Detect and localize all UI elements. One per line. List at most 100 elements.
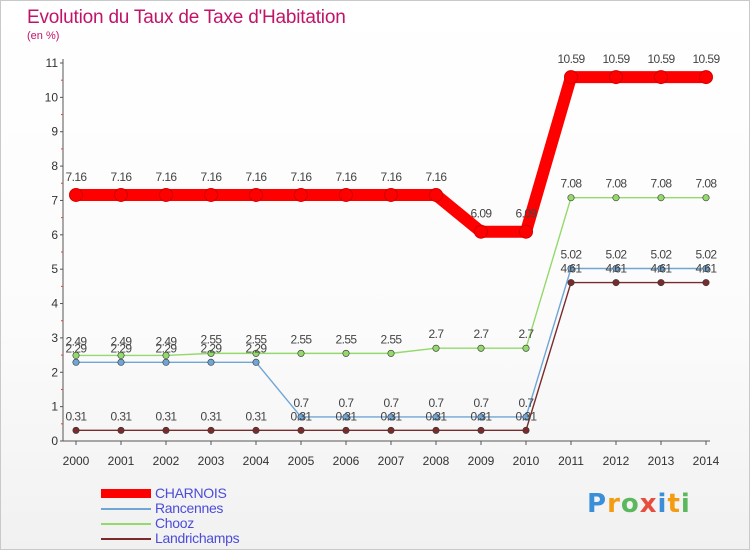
- data-label: 7.08: [651, 177, 673, 191]
- data-label: 0.31: [66, 409, 88, 423]
- data-point: [387, 413, 395, 421]
- legend-swatch: [101, 523, 151, 525]
- y-tick-label: 10: [45, 90, 59, 104]
- data-point: [342, 426, 350, 434]
- data-point: [249, 187, 263, 202]
- y-tick-label: 1: [51, 400, 58, 414]
- data-label: 4.61: [696, 262, 718, 276]
- data-point: [477, 413, 485, 421]
- legend-label: CHARNOIS: [155, 485, 227, 501]
- data-point: [702, 264, 710, 272]
- data-point: [522, 344, 530, 352]
- x-tick-label: 2002: [153, 454, 180, 468]
- data-label: 0.7: [339, 396, 355, 410]
- data-point: [567, 279, 575, 287]
- data-point: [387, 426, 395, 434]
- data-label: 2.49: [66, 334, 88, 348]
- data-label: 2.7: [519, 327, 535, 341]
- data-label: 2.29: [156, 341, 178, 355]
- data-label: 2.29: [66, 341, 88, 355]
- data-label: 7.16: [381, 170, 403, 184]
- data-point: [252, 349, 260, 357]
- logo-letter: t: [667, 489, 681, 519]
- data-label: 7.16: [246, 170, 268, 184]
- x-tick-label: 2010: [513, 454, 540, 468]
- y-tick-label: 11: [46, 56, 59, 70]
- data-label: 7.08: [696, 177, 718, 191]
- data-label: 7.08: [561, 177, 583, 191]
- data-point: [702, 194, 710, 202]
- legend-swatch: [101, 489, 151, 498]
- x-tick-label: 2008: [423, 454, 450, 468]
- series-landrichamps: [72, 279, 710, 434]
- series-charnois: [69, 70, 713, 239]
- data-point: [657, 194, 665, 202]
- data-label: 4.61: [651, 262, 673, 276]
- data-point: [432, 344, 440, 352]
- data-point: [207, 349, 215, 357]
- data-point: [204, 187, 218, 202]
- data-point: [297, 413, 305, 421]
- data-label: 0.31: [201, 409, 223, 423]
- data-point: [657, 279, 665, 287]
- data-point: [519, 224, 533, 239]
- data-point: [612, 279, 620, 287]
- data-point: [342, 413, 350, 421]
- data-point: [432, 426, 440, 434]
- data-point: [117, 358, 125, 366]
- data-label: 0.31: [246, 409, 268, 423]
- legend-swatch: [101, 538, 151, 540]
- data-label: 7.16: [66, 170, 88, 184]
- data-label: 2.55: [336, 332, 358, 346]
- data-label: 0.31: [471, 409, 493, 423]
- series-line: [70, 71, 712, 238]
- data-point: [252, 426, 260, 434]
- logo-letter: i: [657, 489, 668, 519]
- chart-title: Evolution du Taux de Taxe d'Habitation: [27, 7, 346, 28]
- data-label: 6.09: [471, 207, 493, 221]
- series-chooz: [72, 194, 710, 359]
- legend-label: Chooz: [155, 515, 194, 531]
- data-point: [654, 70, 668, 85]
- y-tick-label: 2: [51, 365, 58, 379]
- data-point: [657, 264, 665, 272]
- y-tick-label: 4: [51, 297, 58, 311]
- data-label: 0.31: [291, 409, 313, 423]
- data-point: [567, 194, 575, 202]
- data-label: 4.61: [606, 262, 628, 276]
- data-label: 0.31: [111, 409, 133, 423]
- x-tick-label: 2012: [603, 454, 630, 468]
- data-point: [252, 358, 260, 366]
- data-label: 2.49: [111, 334, 133, 348]
- proxiti-logo: Proxiti: [587, 489, 691, 519]
- data-point: [162, 358, 170, 366]
- data-point: [294, 187, 308, 202]
- data-label: 7.16: [426, 170, 448, 184]
- data-point: [387, 349, 395, 357]
- data-point: [72, 426, 80, 434]
- y-tick-label: 5: [51, 262, 58, 276]
- data-point: [69, 187, 83, 202]
- data-point: [342, 349, 350, 357]
- x-tick-label: 2004: [243, 454, 270, 468]
- series-rancennes: [72, 264, 710, 421]
- x-tick-label: 2000: [63, 454, 90, 468]
- data-label: 10.59: [557, 52, 585, 66]
- y-tick-label: 6: [51, 228, 58, 242]
- data-label: 0.31: [156, 409, 178, 423]
- data-label: 2.55: [201, 332, 223, 346]
- x-tick-label: 2009: [468, 454, 495, 468]
- data-label: 10.59: [647, 52, 675, 66]
- x-tick-label: 2005: [288, 454, 315, 468]
- data-label: 2.55: [381, 332, 403, 346]
- data-point: [207, 358, 215, 366]
- data-point: [702, 279, 710, 287]
- logo-letter: x: [639, 489, 658, 519]
- data-point: [339, 187, 353, 202]
- data-point: [699, 70, 713, 85]
- data-point: [162, 426, 170, 434]
- x-tick-label: 2013: [648, 454, 675, 468]
- legend-label: Landrichamps: [155, 530, 240, 546]
- data-label: 10.59: [692, 52, 720, 66]
- y-tick-label: 3: [51, 331, 58, 345]
